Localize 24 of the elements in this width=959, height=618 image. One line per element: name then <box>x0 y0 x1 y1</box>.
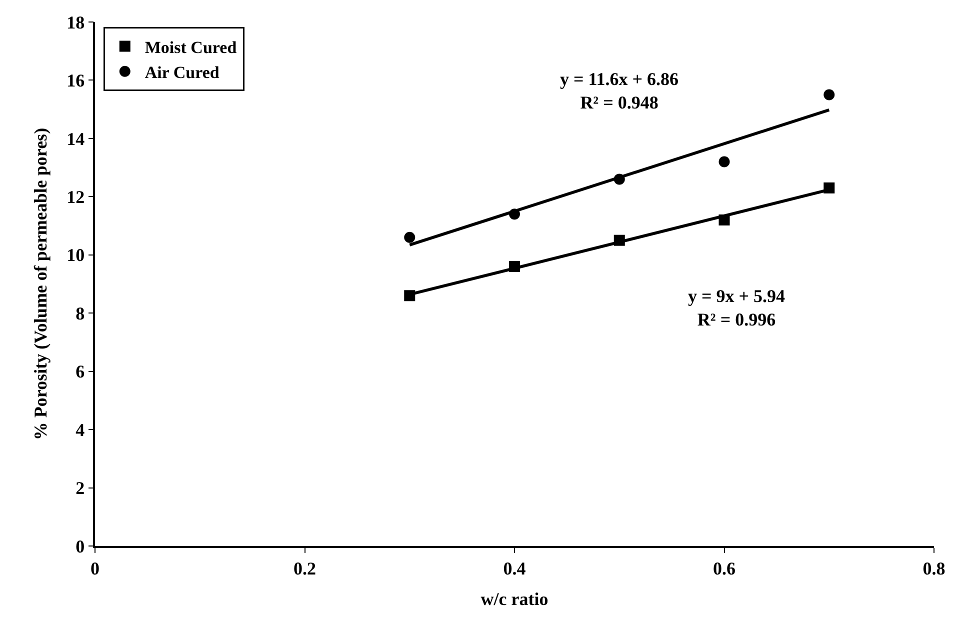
y-tick-label: 12 <box>66 186 85 207</box>
x-tick-label: 0.4 <box>503 558 526 578</box>
x-tick-label: 0 <box>90 558 100 578</box>
annotation: y = 9x + 5.94 R² = 0.996 <box>688 286 786 330</box>
point <box>824 89 835 100</box>
point <box>404 232 416 243</box>
annotation: y = 11.6x + 6.86 R² = 0.948 <box>560 69 679 112</box>
y-tick-label: 10 <box>66 245 85 266</box>
y-tick-label: 2 <box>76 478 85 498</box>
y-tick-label: 14 <box>66 128 85 149</box>
y-tick-label: 8 <box>76 303 85 324</box>
x-axis-title: w/c ratio <box>480 588 548 609</box>
point <box>718 156 730 168</box>
y-tick-label: 6 <box>76 362 85 382</box>
legend-label: Air Cured <box>144 63 220 82</box>
y-tick-label: 4 <box>76 420 85 440</box>
x-tick-label: 0.6 <box>713 558 736 578</box>
y-tick-label: 0 <box>76 536 85 556</box>
y-axis-title: % Porosity (Volume of permeable pores) <box>30 128 50 440</box>
x-tick-label: 0.2 <box>294 558 316 578</box>
x-tick-label: 0.8 <box>922 558 946 578</box>
y-tick-label: 18 <box>66 12 85 32</box>
y-tick-label: 16 <box>66 70 85 91</box>
legend-label: Moist Cured <box>144 38 238 57</box>
